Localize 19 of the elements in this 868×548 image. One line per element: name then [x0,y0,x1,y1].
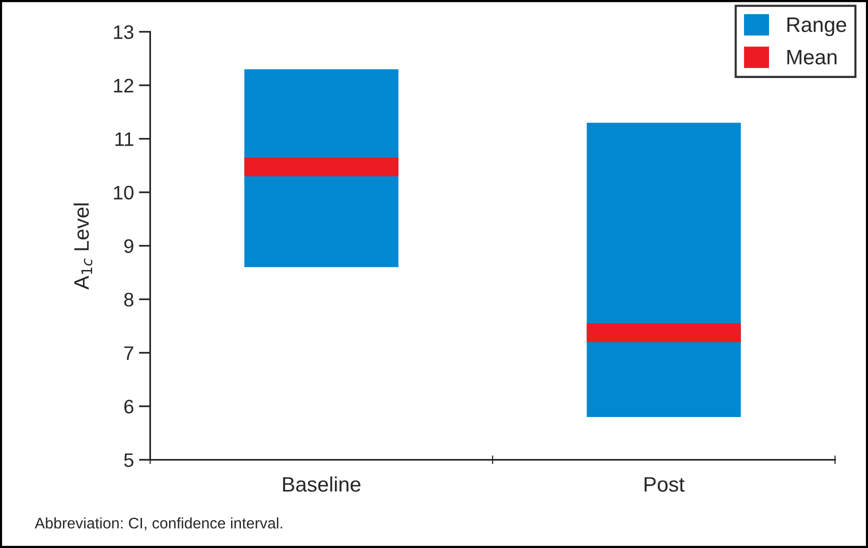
y-tick-label: 6 [124,400,134,414]
bar [244,158,398,176]
bar [586,122,741,417]
y-tick-label: 11 [115,132,134,146]
legend-label: Range [787,18,846,36]
x-tick-label: Post [644,477,684,492]
y-tick-label: 8 [124,292,134,307]
y-tick-label: 12 [114,78,134,92]
legend-label: Mean [787,50,836,65]
bar [244,69,398,268]
x-tick-label: Baseline [283,476,360,492]
bar [586,323,741,342]
y-tick-label: 7 [124,346,134,360]
y-tick-label: 10 [114,186,134,200]
y-tick-label: 13 [114,25,134,40]
text: Abbreviation: CI, confidence interval. [34,517,282,530]
y-axis-title: A$_{1c}$ Level [74,203,92,290]
y-tick-label: 5 [124,453,134,468]
y-tick-label: 9 [124,239,134,254]
